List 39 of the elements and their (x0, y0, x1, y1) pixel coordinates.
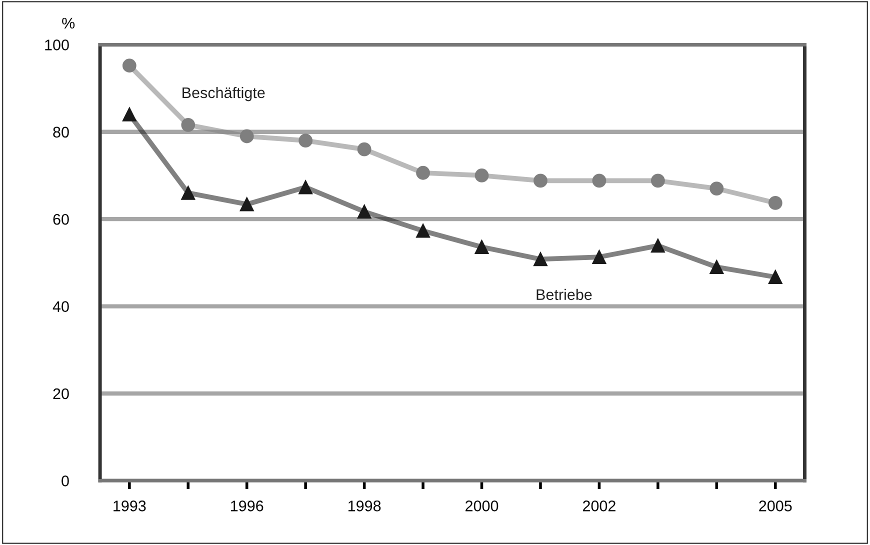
series-label: Betriebe (536, 288, 592, 300)
point (592, 174, 606, 188)
x-tick-label: 1996 (231, 500, 264, 512)
y-tick-label: 80 (53, 126, 69, 138)
y-tick-label: 0 (62, 476, 69, 486)
x-tick-label: 1993 (114, 500, 146, 512)
x-tick-label: 1998 (348, 500, 381, 512)
point (416, 166, 430, 180)
point (357, 204, 372, 219)
point (710, 182, 724, 196)
x-tick-label: 2002 (582, 500, 616, 512)
point (122, 58, 136, 73)
x-tick-label: 2005 (759, 500, 792, 512)
point (650, 174, 665, 188)
point (240, 129, 254, 144)
point (592, 250, 606, 264)
point (298, 134, 313, 148)
point (240, 197, 254, 212)
y-tick-label: 40 (52, 301, 69, 312)
y-tick-label: 100 (45, 40, 69, 50)
point (181, 118, 196, 132)
point (534, 252, 548, 266)
point (474, 240, 489, 254)
point (474, 168, 489, 182)
point (298, 180, 313, 194)
point (357, 142, 372, 156)
y-tick-label: 20 (53, 388, 69, 400)
series-label: Beschäftigte (182, 86, 265, 102)
point (181, 186, 196, 200)
point (710, 260, 724, 274)
y-axis-title: % (62, 18, 75, 29)
y-tick-label: 60 (53, 214, 69, 225)
point (768, 270, 782, 284)
point (534, 174, 548, 188)
point (768, 196, 782, 210)
point (122, 108, 136, 122)
point (650, 238, 665, 253)
x-tick-label: 2000 (466, 500, 498, 512)
point (416, 224, 430, 238)
